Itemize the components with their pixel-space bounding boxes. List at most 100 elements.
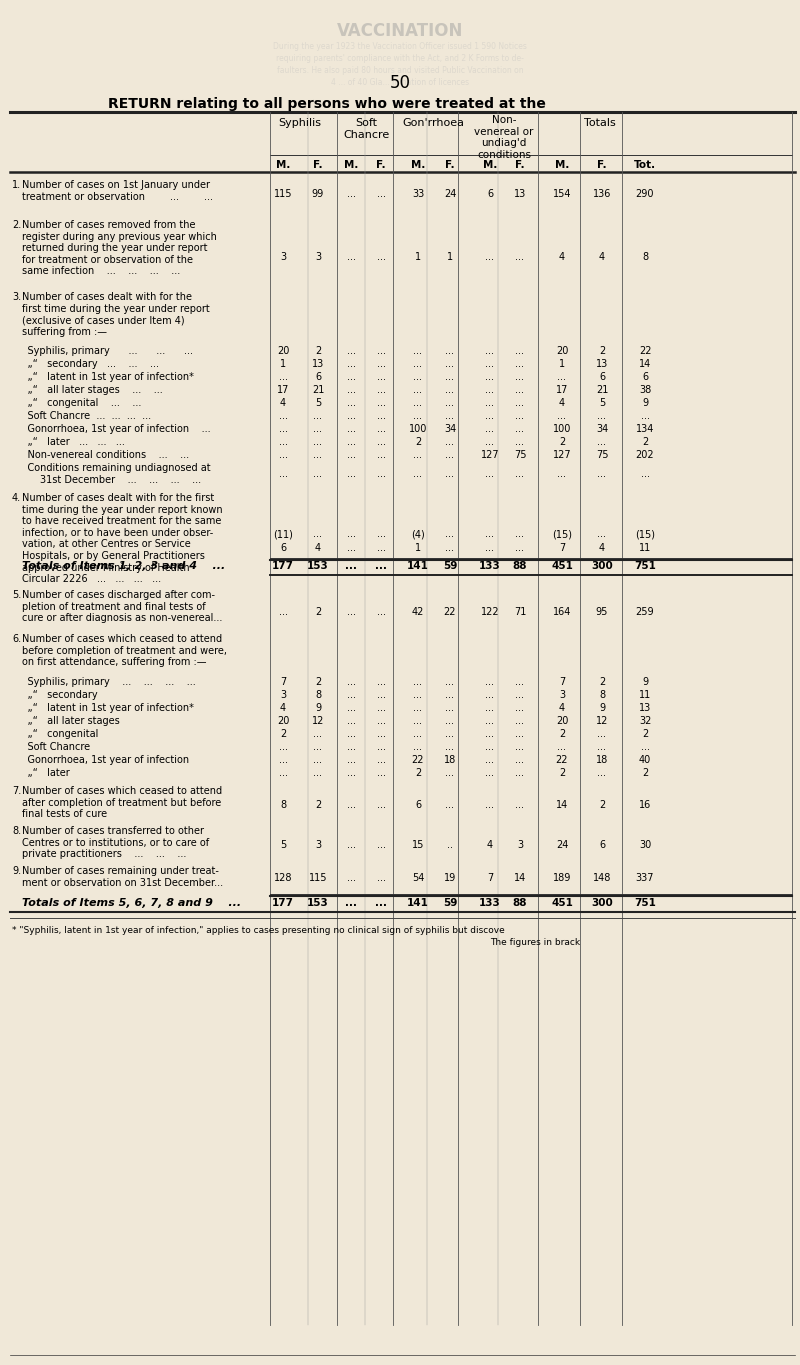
Text: ...: ... <box>558 743 566 752</box>
Text: 7.: 7. <box>12 786 22 796</box>
Text: 133: 133 <box>479 561 501 571</box>
Text: 115: 115 <box>309 874 327 883</box>
Text: ...: ... <box>375 898 387 908</box>
Text: ...: ... <box>346 188 355 199</box>
Text: ...: ... <box>314 729 322 738</box>
Text: M.: M. <box>276 160 290 171</box>
Text: ...: ... <box>377 373 386 382</box>
Text: faulters. He also paid 80 hours and visited Public Vaccination on: faulters. He also paid 80 hours and visi… <box>277 66 523 75</box>
Text: 133: 133 <box>479 898 501 908</box>
Text: ...: ... <box>446 411 454 420</box>
Text: ...: ... <box>414 411 422 420</box>
Text: 2: 2 <box>315 345 321 356</box>
Text: ...: ... <box>377 253 386 262</box>
Text: ...: ... <box>346 743 355 752</box>
Text: ...: ... <box>486 470 494 479</box>
Text: 30: 30 <box>639 839 651 850</box>
Text: ...: ... <box>278 743 287 752</box>
Text: ...: ... <box>346 874 355 883</box>
Text: 54: 54 <box>412 874 424 883</box>
Text: ...: ... <box>314 530 322 539</box>
Text: 21: 21 <box>596 385 608 394</box>
Text: Number of cases on 1st January under
treatment or observation        ...        : Number of cases on 1st January under tre… <box>22 180 213 202</box>
Text: 2: 2 <box>599 800 605 809</box>
Text: ...: ... <box>314 470 322 479</box>
Text: ...: ... <box>515 411 525 420</box>
Text: ...: ... <box>346 425 355 434</box>
Text: ...: ... <box>377 188 386 199</box>
Text: ...: ... <box>515 703 525 713</box>
Text: ...: ... <box>515 345 525 356</box>
Text: Number of cases dealt with for the
first time during the year under report
(excl: Number of cases dealt with for the first… <box>22 292 210 337</box>
Text: 4: 4 <box>559 253 565 262</box>
Text: 4: 4 <box>315 543 321 553</box>
Text: 14: 14 <box>556 800 568 809</box>
Text: 100: 100 <box>553 425 571 434</box>
Text: 1.: 1. <box>12 180 21 190</box>
Text: „“   congenital: „“ congenital <box>15 729 98 738</box>
Text: 4: 4 <box>599 253 605 262</box>
Text: 6: 6 <box>599 839 605 850</box>
Text: 3: 3 <box>517 839 523 850</box>
Text: ...: ... <box>414 450 422 460</box>
Text: ...: ... <box>515 385 525 394</box>
Text: ...: ... <box>377 470 386 479</box>
Text: 21: 21 <box>312 385 324 394</box>
Text: ...: ... <box>314 743 322 752</box>
Text: 136: 136 <box>593 188 611 199</box>
Text: Totals of Items 5, 6, 7, 8 and 9    ...: Totals of Items 5, 6, 7, 8 and 9 ... <box>22 898 241 908</box>
Text: M.: M. <box>483 160 497 171</box>
Text: 18: 18 <box>596 755 608 764</box>
Text: ...: ... <box>414 677 422 687</box>
Text: 6: 6 <box>487 188 493 199</box>
Text: ...: ... <box>598 768 606 778</box>
Text: ...: ... <box>346 530 355 539</box>
Text: 17: 17 <box>556 385 568 394</box>
Text: 127: 127 <box>553 450 571 460</box>
Text: ...: ... <box>446 399 454 408</box>
Text: Totals of Items 1, 2, 3 and 4    ...: Totals of Items 1, 2, 3 and 4 ... <box>22 561 226 571</box>
Text: 7: 7 <box>559 543 565 553</box>
Text: 3: 3 <box>315 839 321 850</box>
Text: „“   congenital    ...    ...: „“ congenital ... ... <box>15 399 142 408</box>
Text: 4: 4 <box>559 703 565 713</box>
Text: ...: ... <box>346 768 355 778</box>
Text: ...: ... <box>377 425 386 434</box>
Text: „“   latent in 1st year of infection*: „“ latent in 1st year of infection* <box>15 703 194 713</box>
Text: ...: ... <box>346 729 355 738</box>
Text: 122: 122 <box>481 607 499 617</box>
Text: 2: 2 <box>415 768 421 778</box>
Text: „“   later: „“ later <box>15 768 70 778</box>
Text: VACCINATION: VACCINATION <box>337 22 463 40</box>
Text: „“   secondary: „“ secondary <box>15 689 98 700</box>
Text: ...: ... <box>346 755 355 764</box>
Text: ...: ... <box>377 677 386 687</box>
Text: ...: ... <box>414 373 422 382</box>
Text: 6: 6 <box>599 373 605 382</box>
Text: ...: ... <box>278 373 287 382</box>
Text: „“   all later stages    ...    ...: „“ all later stages ... ... <box>15 385 162 394</box>
Text: 71: 71 <box>514 607 526 617</box>
Text: 4: 4 <box>280 703 286 713</box>
Text: ...: ... <box>515 530 525 539</box>
Text: 3: 3 <box>280 253 286 262</box>
Text: ...: ... <box>515 359 525 369</box>
Text: Soft Chancre  ...  ...  ...  ...: Soft Chancre ... ... ... ... <box>15 411 151 420</box>
Text: ...: ... <box>641 743 650 752</box>
Text: ...: ... <box>486 437 494 446</box>
Text: ...: ... <box>314 450 322 460</box>
Text: 22: 22 <box>638 345 651 356</box>
Text: 40: 40 <box>639 755 651 764</box>
Text: 2: 2 <box>559 729 565 738</box>
Text: ...: ... <box>486 530 494 539</box>
Text: 451: 451 <box>551 898 573 908</box>
Text: 22: 22 <box>556 755 568 764</box>
Text: 2: 2 <box>315 800 321 809</box>
Text: 153: 153 <box>307 898 329 908</box>
Text: 164: 164 <box>553 607 571 617</box>
Text: „“   later   ...   ...   ...: „“ later ... ... ... <box>15 437 125 446</box>
Text: 9: 9 <box>599 703 605 713</box>
Text: ...: ... <box>314 768 322 778</box>
Text: Gonorrhoea, 1st year of infection: Gonorrhoea, 1st year of infection <box>15 755 189 764</box>
Text: ...: ... <box>446 543 454 553</box>
